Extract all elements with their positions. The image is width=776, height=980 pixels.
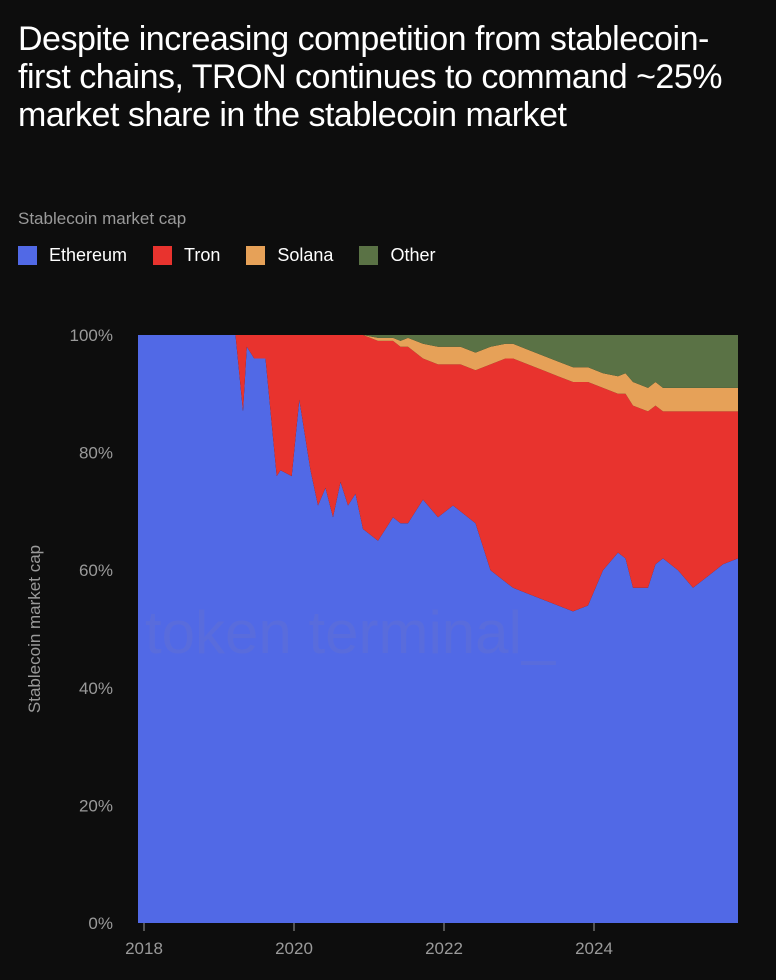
legend: Ethereum Tron Solana Other <box>18 245 435 266</box>
x-tick-label: 2024 <box>575 939 613 958</box>
legend-item-tron[interactable]: Tron <box>153 245 220 266</box>
chart-subtitle: Stablecoin market cap <box>18 209 187 228</box>
legend-item-ethereum[interactable]: Ethereum <box>18 245 127 266</box>
legend-label: Tron <box>184 245 221 265</box>
area-series-ethereum <box>138 335 738 923</box>
legend-label: Ethereum <box>49 245 128 265</box>
area-series-tron <box>138 335 738 612</box>
y-axis-title: Stablecoin market cap <box>25 545 44 713</box>
area-series-other <box>138 335 738 388</box>
y-tick-label: 80% <box>79 444 113 463</box>
legend-item-other[interactable]: Other <box>359 245 435 266</box>
x-tick-label: 2022 <box>425 939 463 958</box>
legend-item-solana[interactable]: Solana <box>246 245 333 266</box>
chart-title: Despite increasing competition from stab… <box>18 20 722 134</box>
x-tick-label: 2020 <box>275 939 313 958</box>
legend-swatch <box>359 246 379 265</box>
y-tick-label: 20% <box>79 796 113 815</box>
legend-swatch <box>18 246 37 265</box>
watermark: token terminal_ <box>145 599 557 666</box>
legend-swatch <box>246 246 266 265</box>
area-series-solana <box>138 335 738 412</box>
chart-area: token terminal_ 0% 20% 40% 60% 80% 100% 2018 202… <box>25 326 738 958</box>
y-tick-label: 100% <box>70 326 113 345</box>
legend-label: Solana <box>277 245 334 265</box>
y-tick-label: 0% <box>88 914 113 933</box>
x-tick-label: 2018 <box>125 939 163 958</box>
legend-swatch <box>153 246 173 265</box>
legend-label: Other <box>390 245 436 265</box>
y-tick-label: 40% <box>79 679 113 698</box>
y-tick-label: 60% <box>79 561 113 580</box>
